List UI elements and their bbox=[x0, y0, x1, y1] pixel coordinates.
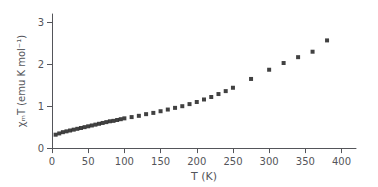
svg-text:400: 400 bbox=[332, 156, 351, 167]
svg-text:50: 50 bbox=[82, 156, 95, 167]
svg-text:3: 3 bbox=[38, 17, 44, 28]
svg-text:1: 1 bbox=[38, 101, 44, 112]
svg-text:250: 250 bbox=[223, 156, 242, 167]
svg-text:200: 200 bbox=[187, 156, 206, 167]
svg-text:300: 300 bbox=[260, 156, 279, 167]
svg-text:100: 100 bbox=[115, 156, 134, 167]
svg-text:T (K): T (K) bbox=[190, 170, 217, 183]
svg-text:0: 0 bbox=[49, 156, 55, 167]
svg-text:0: 0 bbox=[38, 143, 44, 154]
svg-text:2: 2 bbox=[38, 59, 44, 70]
svg-text:150: 150 bbox=[151, 156, 170, 167]
svg-text:350: 350 bbox=[296, 156, 315, 167]
svg-text:χₘT (emu K mol⁻¹): χₘT (emu K mol⁻¹) bbox=[16, 35, 27, 127]
